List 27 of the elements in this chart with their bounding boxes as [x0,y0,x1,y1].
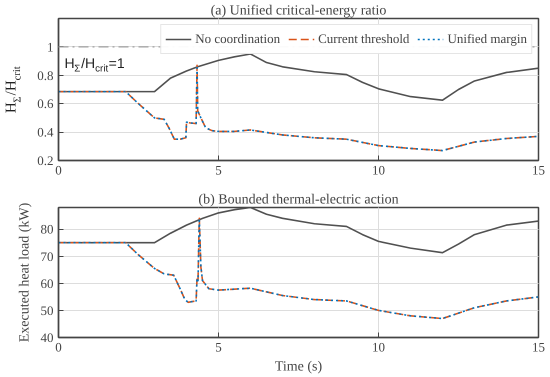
legend-label: No coordination [195,31,280,47]
x-tick-label: 5 [215,162,222,178]
y-tick-label: 0.6 [37,96,54,112]
x-axis-title: Time (s) [274,360,322,374]
x-tick-label: 15 [532,340,545,354]
y-tick-label: 0.8 [37,68,54,83]
y-tick-label: 70 [40,248,54,264]
y-tick-label: 0.2 [37,153,54,168]
legend-label: Current threshold [318,31,410,47]
chart-title: (b) Bounded thermal-electric action [198,192,399,208]
x-tick-label: 10 [372,340,385,354]
y-tick-label: 1 [47,39,54,54]
y-axis-title: HΣ/Hcrit [4,66,24,114]
legend-label: Unified margin [447,31,527,47]
y-tick-label: 60 [40,276,54,291]
x-tick-label: 10 [372,162,385,178]
x-tick-label: 5 [215,340,222,354]
x-tick-label: 15 [532,162,545,178]
x-tick-label: 0 [55,340,62,354]
y-tick-label: 0.4 [37,124,54,140]
x-tick-label: 0 [55,162,62,178]
y-tick-label: 40 [40,330,54,345]
chart-title: (a) Unified critical-energy ratio [210,4,386,18]
y-axis-title: Executed heat load (kW) [18,202,32,342]
y-tick-label: 80 [40,222,54,237]
y-tick-label: 50 [40,302,54,318]
line-series [58,218,538,320]
